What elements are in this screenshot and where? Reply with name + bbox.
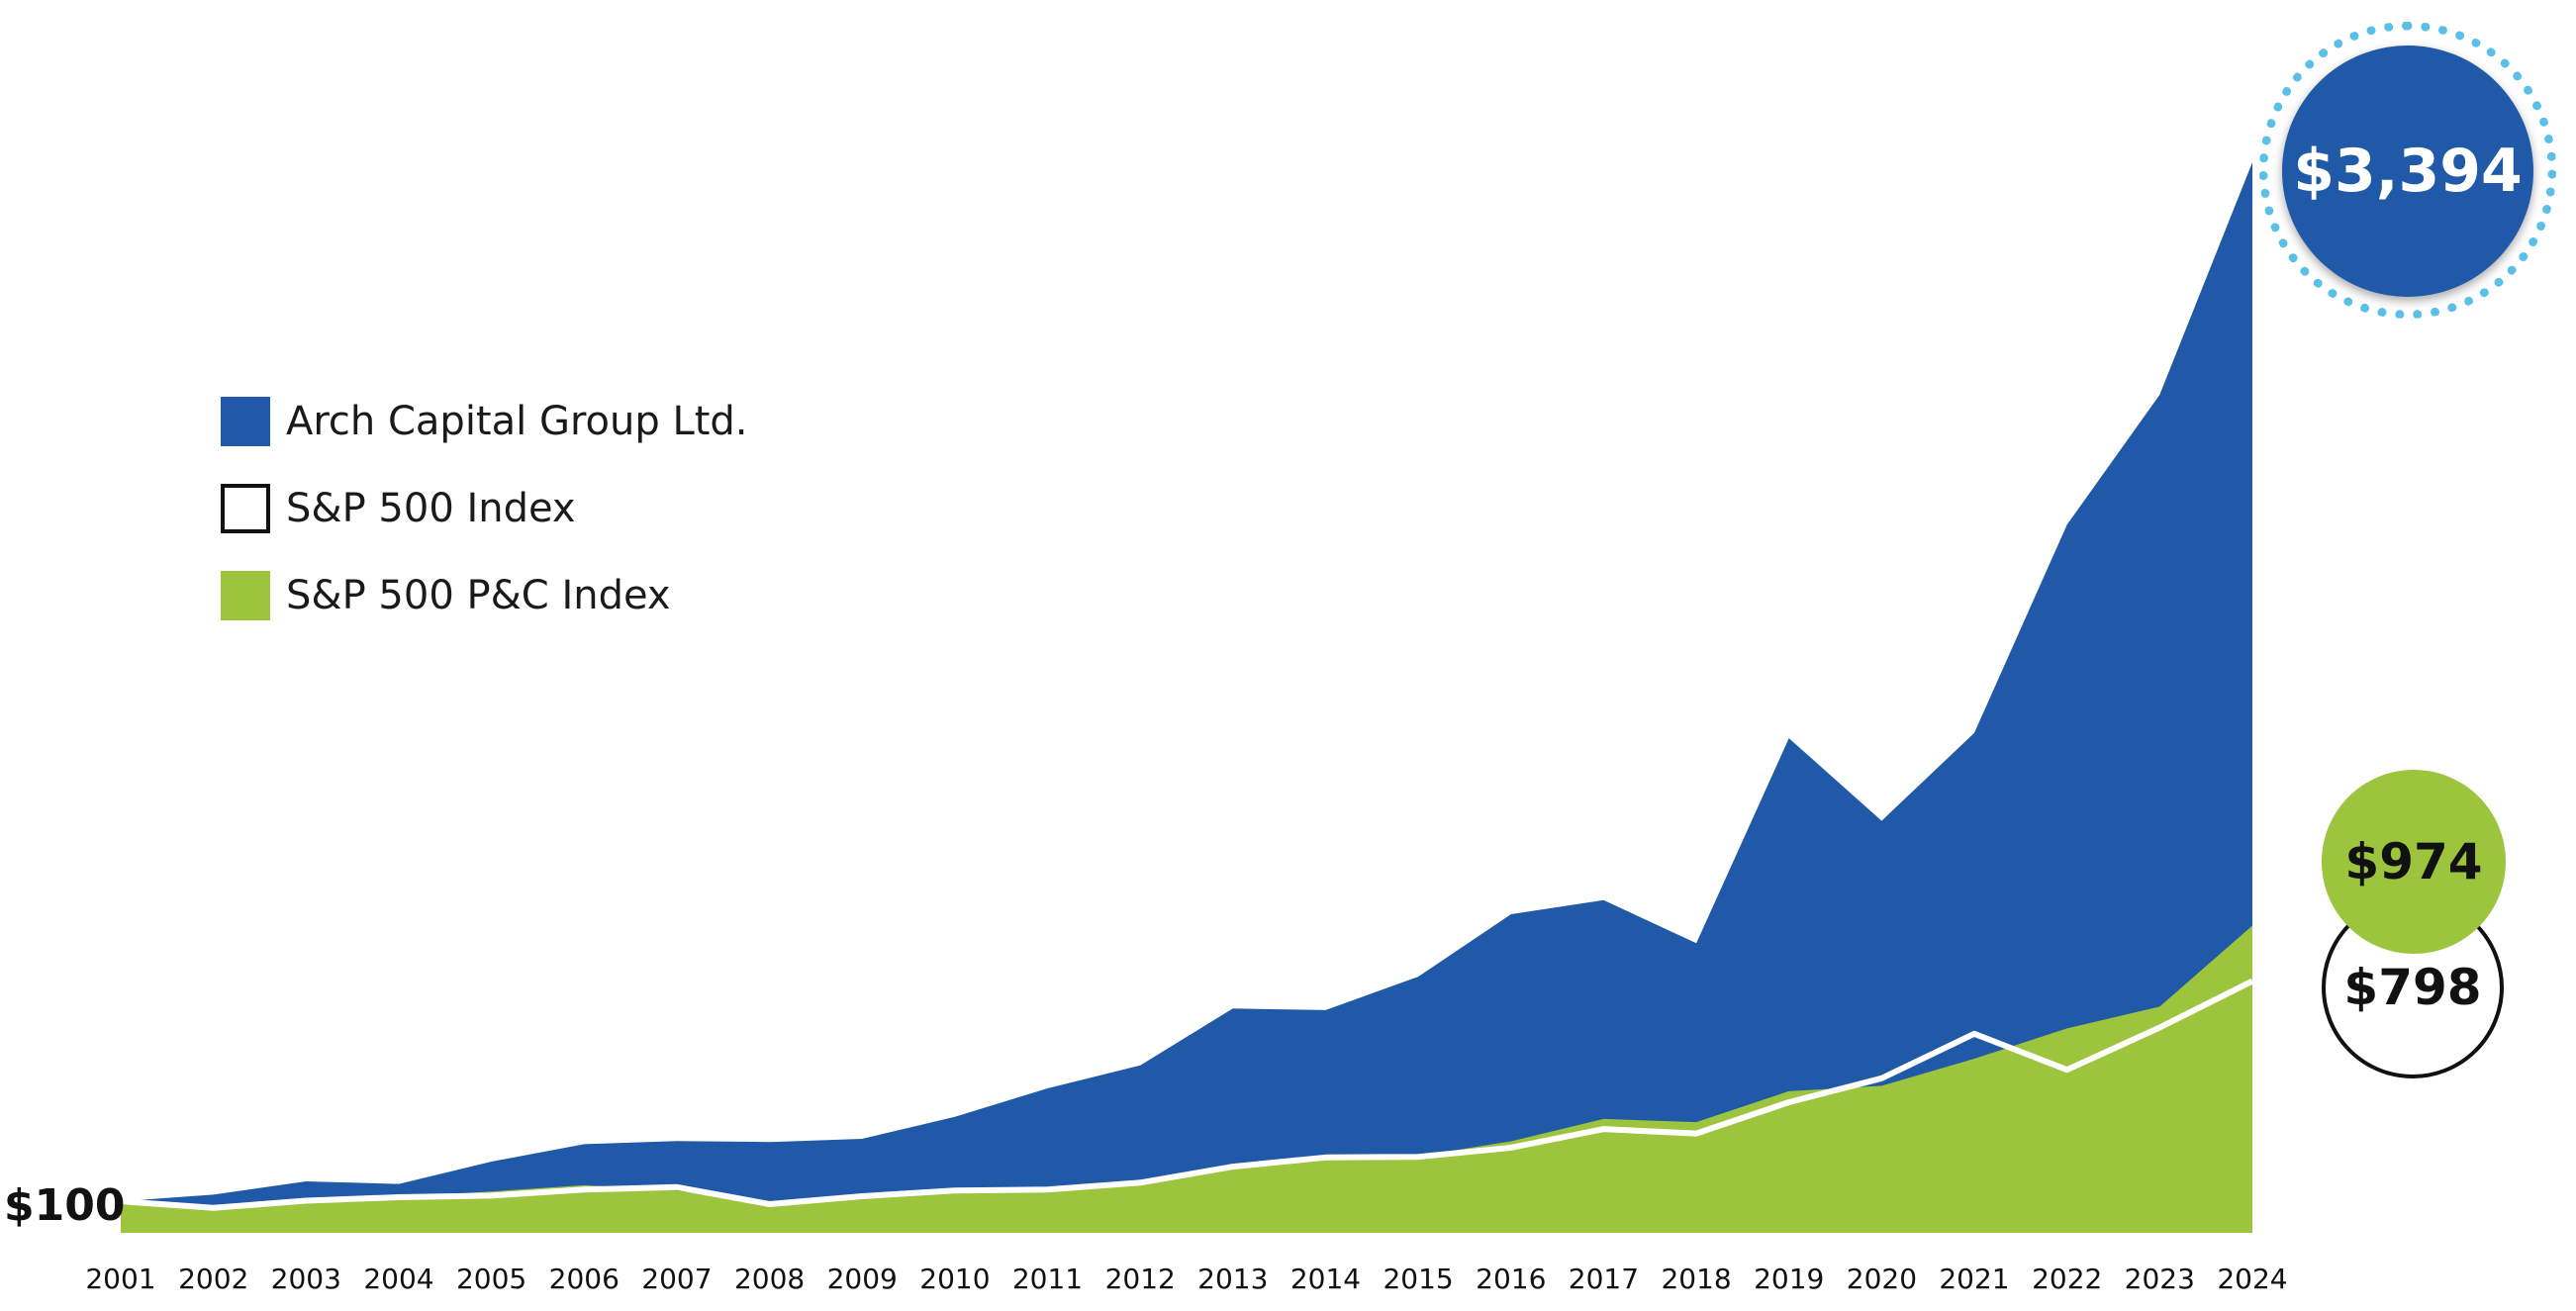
x-tick-label: 2007 [641,1263,712,1295]
x-tick-label: 2022 [2032,1263,2102,1295]
x-tick-label: 2015 [1383,1263,1453,1295]
x-tick-label: 2016 [1476,1263,1546,1295]
legend-item-sp500: S&P 500 Index [221,483,748,534]
x-tick-label: 2011 [1012,1263,1083,1295]
line-series-group [120,978,2254,1211]
x-tick-label: 2023 [2125,1263,2195,1295]
x-tick-label: 2019 [1754,1263,1824,1295]
x-tick-label: 2012 [1105,1263,1176,1295]
legend-swatch-arch [221,397,270,446]
legend-item-pc: S&P 500 P&C Index [221,570,748,621]
legend: Arch Capital Group Ltd. S&P 500 Index S&… [221,396,748,657]
legend-label-pc: S&P 500 P&C Index [286,573,671,618]
x-axis-ticks: 2001 2002 2003 2004 2005 2006 2007 2008 2009 2010… [85,1263,2287,1295]
x-tick-label: 2021 [1939,1263,2009,1295]
x-tick-label: 2001 [85,1263,155,1295]
start-value-label: $100 [4,1180,126,1231]
legend-swatch-sp500 [221,484,270,533]
x-tick-label: 2024 [2217,1263,2287,1295]
x-tick-label: 2002 [178,1263,248,1295]
x-tick-label: 2003 [271,1263,341,1295]
x-tick-label: 2017 [1569,1263,1639,1295]
arch-end-value-bubble: $3,394 [2282,46,2533,297]
legend-label-arch: Arch Capital Group Ltd. [286,399,748,444]
line-sandp-500-index [120,978,2254,1211]
legend-label-sp500: S&P 500 Index [286,486,576,531]
area-series-group [121,162,2252,1233]
arch-end-dotted-ring [2259,22,2556,319]
area-sandp-500-pandc-index [121,925,2252,1233]
area-arch-capital-group-ltd [121,162,2252,1233]
x-tick-label: 2013 [1197,1263,1268,1295]
x-tick-label: 2008 [734,1263,805,1295]
legend-item-arch: Arch Capital Group Ltd. [221,396,748,447]
x-tick-label: 2014 [1290,1263,1361,1295]
x-tick-label: 2006 [549,1263,620,1295]
legend-swatch-pc [221,571,270,620]
x-tick-label: 2009 [827,1263,898,1295]
x-tick-label: 2004 [363,1263,433,1295]
x-tick-label: 2018 [1661,1263,1731,1295]
x-tick-label: 2020 [1847,1263,1917,1295]
x-tick-label: 2010 [919,1263,990,1295]
x-tick-label: 2005 [456,1263,526,1295]
pc-end-value-bubble: $974 [2322,770,2506,954]
